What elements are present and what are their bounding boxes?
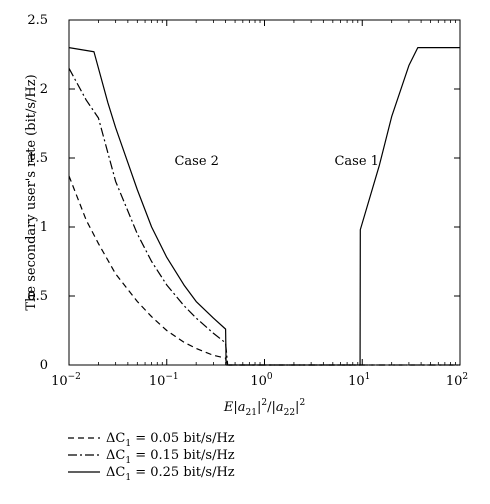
x-axis-title: E|a21|2/|a22|2 xyxy=(223,398,305,418)
plot-area-border xyxy=(68,19,461,366)
case-annotation: Case 2 xyxy=(174,154,218,169)
case-annotation: Case 1 xyxy=(334,154,378,169)
series-line-1 xyxy=(68,175,460,366)
series-line-2 xyxy=(68,68,460,366)
x-tick-label: 10−2 xyxy=(51,372,81,389)
labels-layer: 10−2 10−1 100 101 102 0 0.5 1 1.5 2 2.5 Case 2 Case … xyxy=(24,13,468,418)
legend-label-1: ΔC1 = 0.05 bit/s/Hz xyxy=(106,431,235,449)
y-tick-label: 0 xyxy=(40,358,48,373)
series-layer xyxy=(68,46,460,366)
y-axis-title: The secondary user's rate (bit/s/Hz) xyxy=(24,74,39,310)
ticks-layer xyxy=(68,19,461,366)
series-line-3 xyxy=(68,46,460,366)
y-tick-label: 1 xyxy=(40,220,48,235)
legend-label-2: ΔC1 = 0.15 bit/s/Hz xyxy=(106,448,235,466)
plot-frame xyxy=(68,19,461,366)
x-tick-label: 101 xyxy=(348,372,370,389)
y-tick-label: 1.5 xyxy=(27,151,48,166)
x-tick-label: 100 xyxy=(250,372,273,389)
y-tick-label: 2.5 xyxy=(27,13,48,28)
x-tick-label: 10−1 xyxy=(149,372,179,389)
y-tick-label: 0.5 xyxy=(27,289,48,304)
legend-label-3: ΔC1 = 0.25 bit/s/Hz xyxy=(106,465,235,483)
x-tick-label: 102 xyxy=(446,372,468,389)
y-tick-label: 2 xyxy=(40,82,48,97)
